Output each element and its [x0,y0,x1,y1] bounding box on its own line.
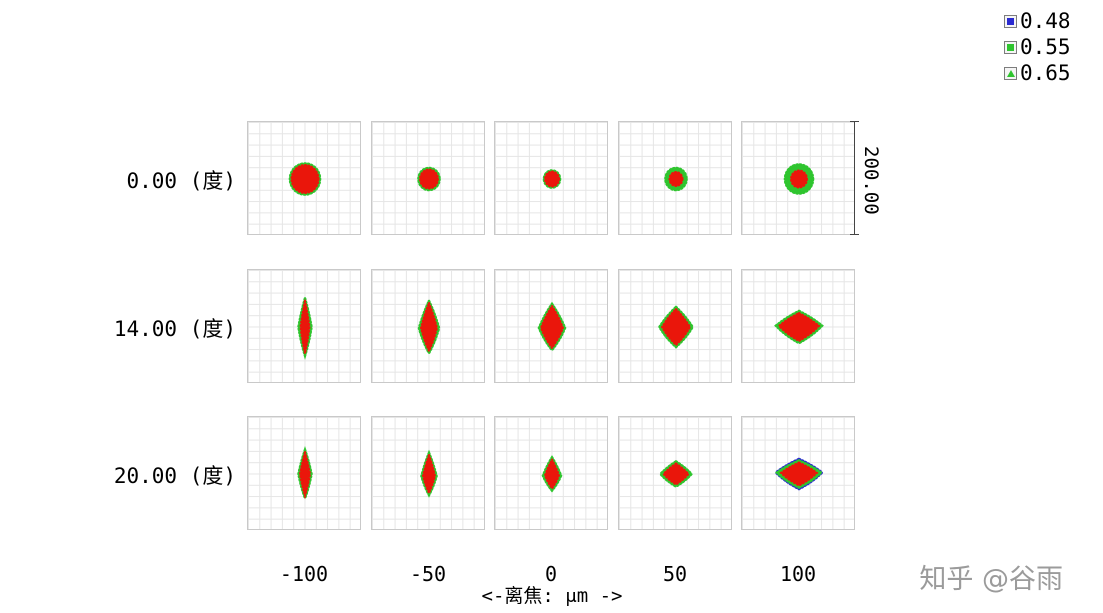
spot-layer-red [419,168,439,190]
spot-scatter [417,297,441,356]
spot-layer-red [660,307,692,347]
spot-layer-red [779,461,819,487]
spot-layer-red [777,311,821,343]
row-label-field-angle: 0.00 (度) [126,169,236,193]
spot-scatter [288,162,322,196]
spot-scatter [657,305,695,349]
scale-bar-line [854,121,855,235]
spot-scatter [297,293,313,360]
spot-layer-red [539,304,565,350]
legend-label: 0.65 [1020,60,1071,85]
spot-scatter [541,455,563,493]
spot-cell [618,269,732,383]
row-label-field-angle: 20.00 (度) [113,464,236,488]
spot-scatter [783,163,815,195]
legend-item: 0.55 [1004,34,1071,60]
spot-scatter [542,169,562,189]
triangle-glyph [1006,69,1015,77]
spot-cell [371,416,485,530]
spot-scatter [297,446,313,502]
spot-cell [247,416,361,530]
green-triangle-marker-icon [1004,66,1017,80]
scale-bar-label: 200.00 [860,146,882,215]
scale-bar-tick-top [850,121,859,122]
column-label-defocus: -100 [279,562,329,586]
spot-layer-red [662,462,690,486]
square-glyph [1007,43,1014,51]
spot-scatter [774,309,824,345]
spot-cell [741,269,855,383]
square-glyph [1007,17,1014,25]
spot-layer-red [544,170,560,188]
column-label-defocus: -50 [409,562,447,586]
spot-cell [247,121,361,235]
spot-layer-red [299,300,311,354]
wavelength-legend: 0.48 0.55 0.65 [1004,8,1071,86]
spot-scatter [420,449,438,498]
spot-cell [741,121,855,235]
spot-cell [494,269,608,383]
spot-scatter [664,166,688,192]
spot-cell [494,416,608,530]
spot-cell [618,121,732,235]
spot-cell [247,269,361,383]
legend-item: 0.48 [1004,8,1071,34]
spot-layer-red [419,300,439,354]
spot-cell [618,416,732,530]
spot-scatter [658,459,694,489]
scale-bar-tick-bottom [850,234,859,235]
spot-cell [494,121,608,235]
column-label-defocus: 0 [544,562,558,586]
spot-scatter [774,457,824,491]
blue-square-marker-icon [1004,14,1017,28]
x-axis-label: <-离焦: μm -> [481,585,623,607]
spot-layer-red [543,457,561,491]
green-square-marker-icon [1004,40,1017,54]
spot-cell [371,269,485,383]
spot-cell [741,416,855,530]
spot-scatter [417,166,441,192]
spot-layer-red [668,171,684,187]
legend-label: 0.48 [1020,8,1071,33]
spot-cell [371,121,485,235]
spot-scatter [537,301,567,353]
column-label-defocus: 50 [662,562,688,586]
row-label-field-angle: 14.00 (度) [113,317,236,341]
legend-label: 0.55 [1020,34,1071,59]
spot-layer-red [421,452,437,496]
legend-item: 0.65 [1004,60,1071,86]
spot-layer-red [290,164,320,194]
spot-layer-red [298,448,312,500]
spot-layer-red [790,169,808,189]
column-label-defocus: 100 [779,562,817,586]
watermark-text: 知乎 @谷雨 [919,564,1063,595]
